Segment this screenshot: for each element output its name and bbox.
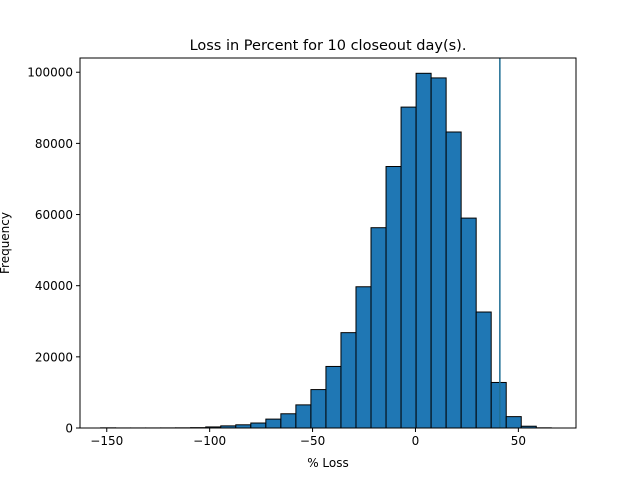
histogram-bar-14 bbox=[310, 389, 327, 429]
y-tick-label-2: 40000 bbox=[35, 279, 73, 293]
histogram-bar-15 bbox=[325, 365, 342, 429]
y-tick-label-3: 60000 bbox=[35, 208, 73, 222]
histogram-bar-19 bbox=[385, 166, 402, 429]
histogram-bar-20 bbox=[400, 106, 417, 429]
y-tick-label-5: 100000 bbox=[27, 66, 73, 80]
histogram-bar-12 bbox=[280, 413, 297, 429]
y-axis-ticks: 0 20000 40000 60000 80000 100000 bbox=[27, 66, 80, 436]
histogram-bar-18 bbox=[370, 227, 387, 429]
chart-title: Loss in Percent for 10 closeout day(s). bbox=[190, 38, 467, 54]
histogram-bar-11 bbox=[265, 418, 282, 429]
histogram-bar-23 bbox=[445, 131, 462, 429]
histogram-bar-13 bbox=[295, 404, 312, 429]
histogram-bar-24 bbox=[460, 217, 477, 429]
histogram-bar-26 bbox=[490, 381, 507, 429]
x-axis-label: % Loss bbox=[307, 456, 349, 470]
y-axis-label: Frequency bbox=[0, 212, 12, 274]
histogram-bar-27 bbox=[505, 416, 522, 429]
histogram-bar-17 bbox=[355, 286, 372, 429]
y-tick-label-4: 80000 bbox=[35, 137, 73, 151]
histogram-bars bbox=[100, 72, 552, 429]
histogram-bar-22 bbox=[430, 77, 447, 429]
histogram-bar-21 bbox=[415, 72, 432, 429]
plot-area-frame bbox=[79, 57, 577, 429]
y-tick-label-1: 20000 bbox=[35, 350, 73, 364]
histogram-bar-25 bbox=[475, 311, 492, 429]
histogram-bar-10 bbox=[250, 422, 267, 429]
y-tick-label-0: 0 bbox=[65, 422, 73, 436]
x-tick-label-1: −100 bbox=[193, 434, 226, 448]
x-tick-label-0: −150 bbox=[90, 434, 123, 448]
x-tick-label-2: −50 bbox=[300, 434, 325, 448]
x-tick-label-4: 50 bbox=[511, 434, 526, 448]
x-axis-ticks: −150 −100 −50 0 50 bbox=[90, 428, 526, 448]
histogram-bar-16 bbox=[340, 332, 357, 429]
x-tick-label-3: 0 bbox=[412, 434, 420, 448]
